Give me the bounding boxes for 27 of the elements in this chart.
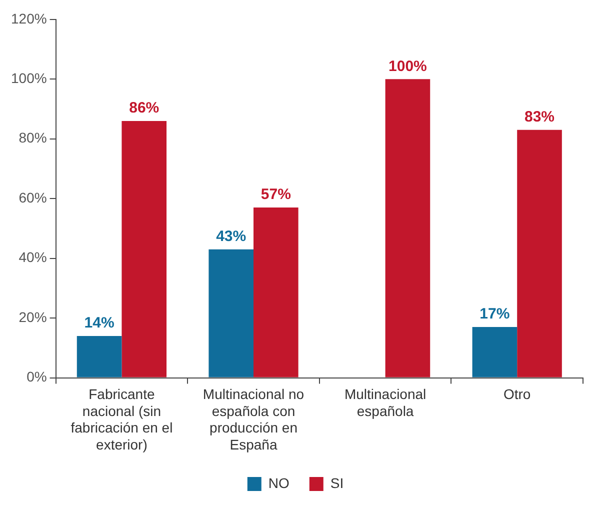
y-tick-label: 40%	[18, 249, 47, 266]
y-tick-label: 100%	[10, 70, 47, 86]
bar	[254, 208, 298, 378]
data-label: 86%	[129, 100, 160, 117]
data-label: 57%	[260, 186, 291, 204]
y-tick-label: 120%	[10, 10, 47, 26]
data-label: 17%	[480, 306, 510, 323]
legend-label: NO	[268, 474, 290, 491]
y-tick-label: 60%	[18, 189, 47, 206]
data-label: 83%	[524, 108, 555, 126]
bar	[472, 327, 518, 378]
x-tick-label: Otro	[503, 386, 531, 402]
bar	[76, 336, 122, 378]
bar	[122, 120, 167, 378]
y-tick-label: 20%	[18, 308, 47, 325]
x-tick-label: Fabricante nacional (sin fabricación en el exterior)	[70, 386, 173, 452]
bar	[517, 130, 562, 378]
legend-label: SI	[330, 474, 344, 491]
data-label: 14%	[84, 314, 114, 332]
x-tick-label: Multinacional no española con producción en España	[202, 386, 304, 452]
y-tick-label: 80%	[18, 130, 47, 146]
y-tick-label: 0%	[26, 368, 47, 385]
data-label: 43%	[216, 228, 246, 246]
data-label: 100%	[388, 58, 427, 75]
bar	[208, 249, 254, 378]
bar	[385, 79, 430, 378]
x-tick-label: Multinacional española	[344, 386, 426, 419]
